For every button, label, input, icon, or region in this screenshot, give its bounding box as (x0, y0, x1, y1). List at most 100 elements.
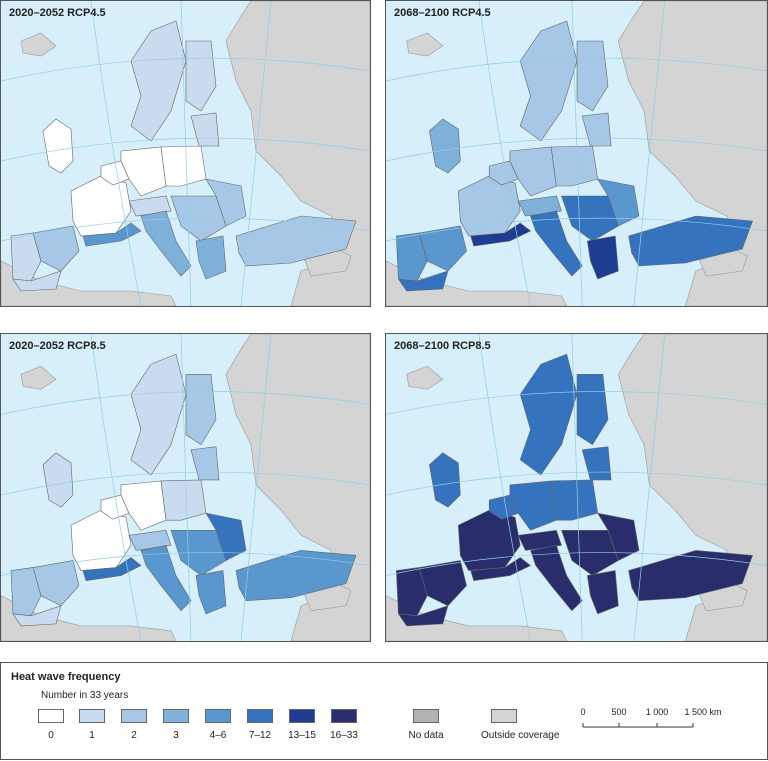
region-uk (429, 118, 461, 174)
graticule-line (1, 471, 370, 496)
outside-coverage-land (225, 334, 370, 641)
region-romania (205, 178, 247, 227)
region-iberia-w (10, 232, 42, 282)
legend-class-2: 2 (111, 709, 157, 741)
region-iberia-e (418, 560, 467, 607)
legend-title: Heat wave frequency (11, 671, 121, 683)
map-panel-2: 2068–2100 RCP4.5 (385, 0, 768, 307)
graticule-line (633, 1, 666, 306)
region-iberia-s (12, 605, 62, 627)
region-iberia-e (32, 560, 80, 607)
map-svg-1 (1, 1, 370, 306)
map-svg-3 (1, 334, 370, 641)
graticule-line (386, 552, 767, 576)
graticule-line (571, 334, 583, 641)
region-uk (42, 118, 74, 174)
graticule-line (386, 57, 767, 82)
graticule-line (240, 1, 272, 306)
region-romania (597, 178, 640, 227)
region-alps (517, 195, 562, 217)
region-romania (205, 512, 247, 561)
region-iberia-w (10, 567, 42, 617)
legend-swatch-outside (491, 709, 517, 723)
outside-coverage-land (617, 334, 767, 641)
legend-class-3: 3 (153, 709, 199, 741)
legend-label-3: 3 (173, 730, 179, 741)
legend-class-5: 7–12 (237, 709, 283, 741)
legend-swatch-4 (205, 709, 231, 723)
graticule-line (1, 57, 370, 82)
region-alps (517, 529, 562, 551)
region-iberia-s (397, 270, 449, 292)
region-poland (160, 479, 207, 521)
graticule-line (180, 1, 192, 306)
graticule-line (1, 137, 370, 162)
region-alps (128, 195, 172, 217)
legend-outside-coverage: Outside coverage (481, 709, 559, 741)
panel-title-1: 2020–2052 RCP4.5 (9, 7, 106, 19)
scale-label-500: 500 (611, 707, 627, 717)
graticule-line (1, 217, 370, 242)
graticule-line (478, 334, 531, 641)
legend-label-4: 4–6 (209, 730, 227, 741)
region-poland (550, 145, 599, 187)
legend-swatch-7 (331, 709, 357, 723)
region-baltics (190, 112, 220, 147)
graticule-line (633, 334, 666, 641)
region-greece (195, 235, 227, 280)
graticule-line (90, 334, 142, 641)
region-scandinavia (130, 353, 187, 476)
region-scandinavia (130, 20, 187, 142)
region-poland (550, 479, 599, 521)
panel-title-4: 2068–2100 RCP8.5 (394, 340, 491, 352)
map-svg-2 (386, 1, 767, 306)
legend-label-1: 1 (89, 730, 95, 741)
legend-label-5: 7–12 (248, 730, 272, 741)
graticule-line (386, 391, 767, 415)
region-scandinavia (519, 20, 578, 142)
legend-class-1: 1 (69, 709, 115, 741)
graticule-line (478, 1, 531, 306)
scale-bar: 0 500 1 000 1 500 km (580, 707, 722, 747)
legend-label-no-data: No data (408, 730, 444, 741)
graticule-line (180, 334, 192, 641)
region-iberia-w (396, 567, 428, 617)
region-alps (128, 529, 172, 551)
legend-class-4: 4–6 (195, 709, 241, 741)
region-turkey (235, 550, 357, 602)
region-greece (586, 235, 619, 280)
scale-label-0: 0 (580, 707, 586, 717)
outside-coverage-land (617, 1, 767, 306)
outside-coverage-land (406, 32, 444, 57)
region-poland (160, 145, 207, 187)
legend-class-7: 16–33 (321, 709, 367, 741)
legend-swatch-0 (38, 709, 64, 723)
region-iberia-s (12, 270, 62, 292)
legend-swatch-2 (121, 709, 147, 723)
outside-coverage-land (406, 365, 444, 390)
region-iberia-e (32, 225, 80, 272)
map-panel-4: 2068–2100 RCP8.5 (385, 333, 768, 642)
legend-class-6: 13–15 (279, 709, 325, 741)
region-iberia-e (418, 225, 467, 272)
region-baltics (190, 446, 220, 481)
graticule-line (386, 137, 767, 162)
map-svg-4 (386, 334, 767, 641)
graticule-line (1, 391, 370, 415)
scale-label-1000: 1 000 (645, 707, 669, 717)
legend-label-7: 16–33 (330, 730, 358, 741)
graticule-line (90, 1, 142, 306)
region-greece (195, 570, 227, 615)
graticule-line (386, 471, 767, 496)
region-turkey (235, 215, 357, 267)
region-benelux (100, 494, 130, 520)
graticule-line (386, 217, 767, 242)
graticule-line (240, 334, 272, 641)
outside-coverage-land (225, 1, 370, 306)
panel-title-2: 2068–2100 RCP4.5 (394, 7, 491, 19)
region-greece (586, 570, 619, 615)
region-iberia-s (397, 605, 449, 627)
region-romania (597, 512, 640, 561)
region-uk (429, 452, 461, 508)
region-iberia-w (396, 232, 428, 282)
